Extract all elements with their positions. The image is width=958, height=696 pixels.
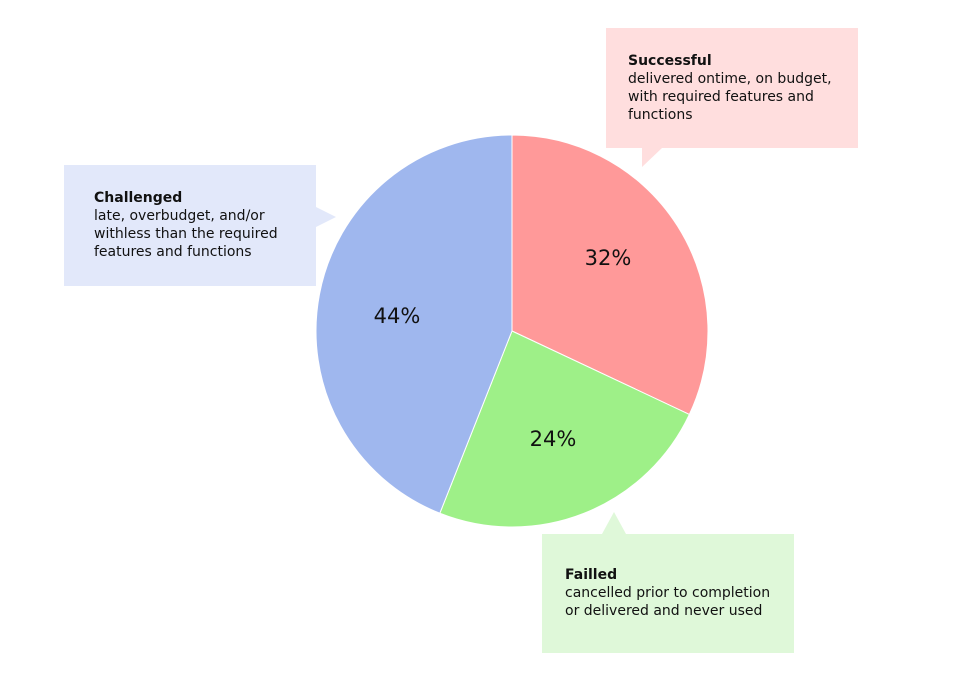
callout-description-successful: delivered ontime, on budget, with requir… [628,71,832,123]
callout-challenged: Challenged late, overbudget, and/or with… [64,165,336,286]
pie-slice-successful [511,134,709,416]
slice-label-successful: 32% [585,246,632,270]
pie-slice-failed [439,330,691,528]
callout-title-challenged: Challenged [94,190,183,206]
callout-pointer [602,512,626,534]
callout-failed: Failled cancelled prior to completion or… [542,512,794,653]
slice-label-failed: 24% [530,427,577,451]
pie-slice-challenged [315,134,513,514]
callout-description-challenged: late, overbudget, and/or withless than t… [94,208,278,260]
slice-label-challenged: 44% [374,304,421,328]
callout-successful: Successful delivered ontime, on budget, … [606,28,858,167]
callout-description-failed: cancelled prior to completion or deliver… [565,585,771,619]
callout-title-successful: Successful [628,53,712,69]
callout-pointer [642,148,662,167]
callout-title-failed: Failled [565,567,618,583]
callout-pointer [316,207,336,227]
